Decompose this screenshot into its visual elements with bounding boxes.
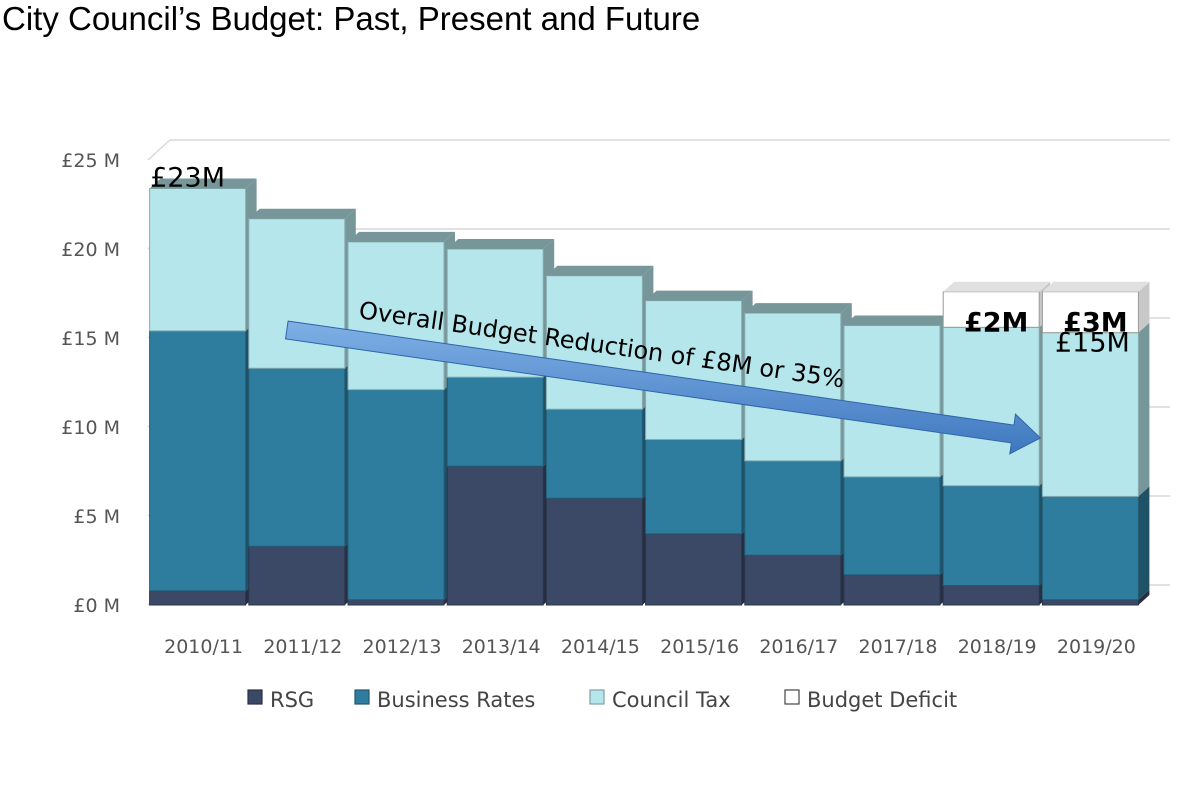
bar-side <box>1138 322 1150 497</box>
x-axis-ticks: 2010/11 2011/12 2012/13 2013/14 2014/15 2015/… <box>164 636 1136 658</box>
bar-segment <box>1041 495 1139 601</box>
data-label: £2M <box>964 308 1028 339</box>
bar-segment <box>149 330 247 592</box>
legend-label: Business Rates <box>377 688 535 712</box>
bar-segment <box>942 291 1040 328</box>
legend-swatch <box>589 689 605 705</box>
y-tick-label: £15 M <box>61 328 120 350</box>
bar-top <box>1042 281 1150 292</box>
legend-label: Budget Deficit <box>807 688 957 712</box>
bar-segment <box>843 476 941 576</box>
bar-side <box>1138 589 1150 605</box>
bar-segment <box>149 590 247 606</box>
bar-segment <box>545 497 643 606</box>
data-label: £15M <box>1055 328 1130 359</box>
legend-label: RSG <box>270 688 314 712</box>
legend: RSG Business Rates Council Tax Budget Defic… <box>247 688 957 712</box>
bar-segment <box>149 187 247 332</box>
reduction-arrow <box>284 320 1042 455</box>
x-tick-label: 2017/18 <box>859 636 938 658</box>
bar-top <box>546 265 654 276</box>
bar-top <box>248 208 356 219</box>
legend-label: Council Tax <box>612 688 731 712</box>
x-tick-label: 2019/20 <box>1057 636 1136 658</box>
y-tick-label: £25 M <box>61 150 120 172</box>
bar-segment <box>1041 332 1139 497</box>
bar-segment <box>446 465 544 606</box>
x-tick-label: 2013/14 <box>462 636 541 658</box>
bar-segment <box>942 485 1040 586</box>
legend-swatch <box>247 689 263 705</box>
bar-top <box>348 231 455 242</box>
data-label: £23M <box>150 162 225 193</box>
bar-segment <box>248 545 346 606</box>
bar-segment <box>942 326 1040 487</box>
bar-segment <box>347 599 445 606</box>
y-tick-label: £20 M <box>61 239 120 261</box>
x-tick-label: 2018/19 <box>958 636 1037 658</box>
bar-segment <box>942 584 1040 606</box>
y-tick-label: £10 M <box>61 417 120 439</box>
bar-segment <box>1041 291 1139 334</box>
legend-swatch <box>354 689 370 705</box>
y-axis-ticks: £0 M £5 M £10 M £15 M £20 M £25 M <box>61 150 120 617</box>
x-tick-label: 2010/11 <box>164 636 243 658</box>
y-tick-label: £5 M <box>73 506 120 528</box>
bar-side <box>1138 281 1150 333</box>
bar-top <box>645 290 753 301</box>
bar-top <box>447 239 555 249</box>
bar-segment <box>347 241 445 391</box>
chart-title: City Council’s Budget: Past, Present and… <box>2 0 701 37</box>
x-tick-label: 2016/17 <box>759 636 838 658</box>
x-tick-label: 2011/12 <box>263 636 342 658</box>
bar-side <box>1138 486 1150 600</box>
bar-segment <box>645 533 743 606</box>
gridline <box>147 139 1170 161</box>
bar-segment <box>744 460 842 556</box>
bar-top <box>844 315 951 326</box>
bars <box>149 178 1150 606</box>
bar-top <box>943 281 1051 292</box>
bar-segment <box>744 554 842 606</box>
bar-segment <box>843 574 941 606</box>
bar-segment <box>1041 599 1139 606</box>
legend-swatch <box>784 689 800 705</box>
x-tick-label: 2014/15 <box>561 636 640 658</box>
bar-segment <box>744 312 842 462</box>
bar-segment <box>347 389 445 601</box>
x-tick-label: 2015/16 <box>660 636 739 658</box>
y-tick-label: £0 M <box>73 595 120 617</box>
bar-segment <box>645 300 743 440</box>
data-label: £3M <box>1063 308 1127 339</box>
bar-segment <box>248 367 346 547</box>
x-tick-label: 2012/13 <box>363 636 442 658</box>
bar-segment <box>843 325 941 478</box>
data-labels: £23M £2M £3M£15M <box>150 162 1130 358</box>
bar-segment <box>645 438 743 535</box>
bar-segment <box>446 376 544 467</box>
bar-segment <box>545 408 643 499</box>
bar-top <box>744 303 852 314</box>
bar-top <box>149 178 257 189</box>
